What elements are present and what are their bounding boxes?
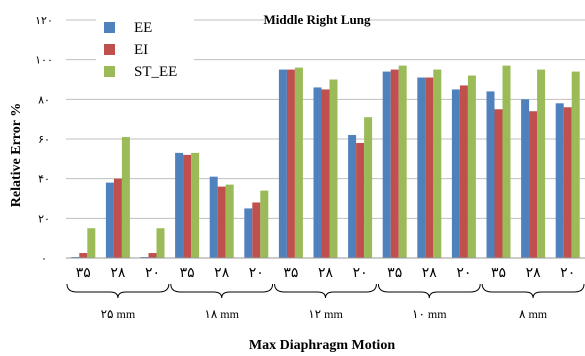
- bar-ee: [521, 99, 530, 258]
- bar-ei: [217, 186, 226, 258]
- category-label: ۳۵: [76, 266, 91, 281]
- legend-swatch: [104, 66, 115, 77]
- bar-st-ee: [156, 228, 165, 258]
- bar-ei: [252, 202, 261, 258]
- bar-ei: [148, 253, 157, 258]
- bar-st-ee: [502, 65, 511, 259]
- y-tick-labels: ۰ ۲۰ ۴۰ ۶۰ ۸۰ ۱۰۰ ۱۲۰: [35, 15, 53, 265]
- bar-ee: [417, 77, 426, 259]
- bars: [71, 65, 580, 259]
- bar-st-ee: [121, 137, 130, 258]
- bar-ei: [390, 69, 399, 258]
- bar-st-ee: [191, 152, 200, 258]
- bar-ee: [555, 103, 564, 258]
- category-label: ۲۸: [526, 266, 542, 281]
- category-label: ۲۸: [214, 266, 230, 281]
- bar-ee: [278, 69, 287, 258]
- bar-ee: [382, 71, 391, 258]
- bar-ee: [486, 91, 495, 259]
- bar-st-ee: [87, 228, 96, 258]
- group-brace: [481, 283, 585, 299]
- bar-st-ee: [364, 117, 373, 259]
- bar-st-ee: [433, 69, 442, 258]
- category-label: ۳۵: [387, 266, 402, 281]
- category-label: ۳۵: [283, 266, 298, 281]
- bar-ei: [356, 142, 365, 258]
- bar-st-ee: [398, 65, 407, 259]
- group-brace: [170, 283, 274, 299]
- category-label: ۲۰: [249, 266, 264, 281]
- legend-label: EE: [134, 20, 152, 36]
- y-tick-label: ۱۰۰: [35, 55, 53, 67]
- category-label: ۳۵: [491, 266, 506, 281]
- bar-st-ee: [225, 184, 234, 258]
- bar-ee: [209, 176, 218, 258]
- group-label: ۱۰ mm: [412, 307, 447, 321]
- legend-swatch: [104, 44, 115, 55]
- group-label: ۱۲ mm: [308, 307, 343, 321]
- y-tick-label: ۰: [41, 253, 47, 265]
- bar-ei: [286, 69, 295, 258]
- category-label: ۲۸: [318, 266, 334, 281]
- legend-label: ST_EE: [134, 64, 177, 80]
- y-tick-label: ۲۰: [38, 213, 50, 225]
- bar-ei: [563, 107, 572, 259]
- bar-st-ee: [260, 190, 269, 258]
- group-label: ۱۸ mm: [204, 307, 239, 321]
- bar-ei: [183, 154, 192, 258]
- category-label: ۲۰: [560, 266, 575, 281]
- bar-ei: [459, 85, 468, 258]
- group-brace: [274, 283, 377, 299]
- bar-ei: [494, 109, 503, 258]
- title-background: [264, 10, 370, 28]
- bar-st-ee: [467, 75, 476, 258]
- legend: EE EI ST_EE: [96, 14, 194, 80]
- category-label: ۳۵: [180, 266, 195, 281]
- category-labels: ۳۵ ۲۸ ۲۰ ۳۵ ۲۸ ۲۰ ۳۵ ۲۸ ۲۰ ۳۵ ۲۸ ۲۰ ۳۵ ۲۸ ۲۰: [76, 266, 575, 281]
- x-axis-title: Max Diaphragm Motion: [249, 338, 395, 353]
- bar-st-ee: [571, 71, 580, 258]
- bar-ei: [113, 178, 122, 258]
- group-label: ۸ mm: [519, 307, 548, 321]
- group-labels: ۲۵ mm ۱۸ mm ۱۲ mm ۱۰ mm ۸ mm: [101, 307, 548, 321]
- legend-label: EI: [134, 42, 148, 58]
- y-axis-title: Relative Error %: [9, 103, 24, 207]
- y-tick-label: ۶۰: [38, 134, 50, 146]
- bar-st-ee: [537, 69, 546, 258]
- bar-ei: [79, 253, 88, 258]
- y-tick-label: ۱۲۰: [35, 15, 53, 27]
- bar-ee: [244, 208, 253, 258]
- chart-title: Middle Right Lung: [264, 12, 371, 27]
- bar-st-ee: [329, 79, 338, 258]
- bar-st-ee: [294, 67, 303, 258]
- y-tick-label: ۴۰: [38, 174, 50, 186]
- group-brace: [66, 283, 170, 299]
- category-label: ۲۸: [422, 266, 438, 281]
- category-label: ۲۰: [145, 266, 160, 281]
- bar-ee: [175, 152, 184, 258]
- category-label: ۲۰: [456, 266, 471, 281]
- y-tick-label: ۸۰: [38, 94, 50, 106]
- bar-ei: [321, 89, 330, 258]
- bar-ee: [451, 89, 460, 258]
- group-label: ۲۵ mm: [101, 307, 136, 321]
- category-label: ۲۰: [353, 266, 368, 281]
- bar-ei: [425, 77, 434, 259]
- bar-ee: [313, 87, 322, 259]
- category-label: ۲۸: [110, 266, 126, 281]
- legend-swatch: [104, 22, 115, 33]
- group-brace: [377, 283, 481, 299]
- group-braces: [66, 283, 585, 299]
- bar-ei: [529, 111, 538, 258]
- bar-ee: [105, 182, 114, 258]
- bar-ee: [348, 135, 357, 258]
